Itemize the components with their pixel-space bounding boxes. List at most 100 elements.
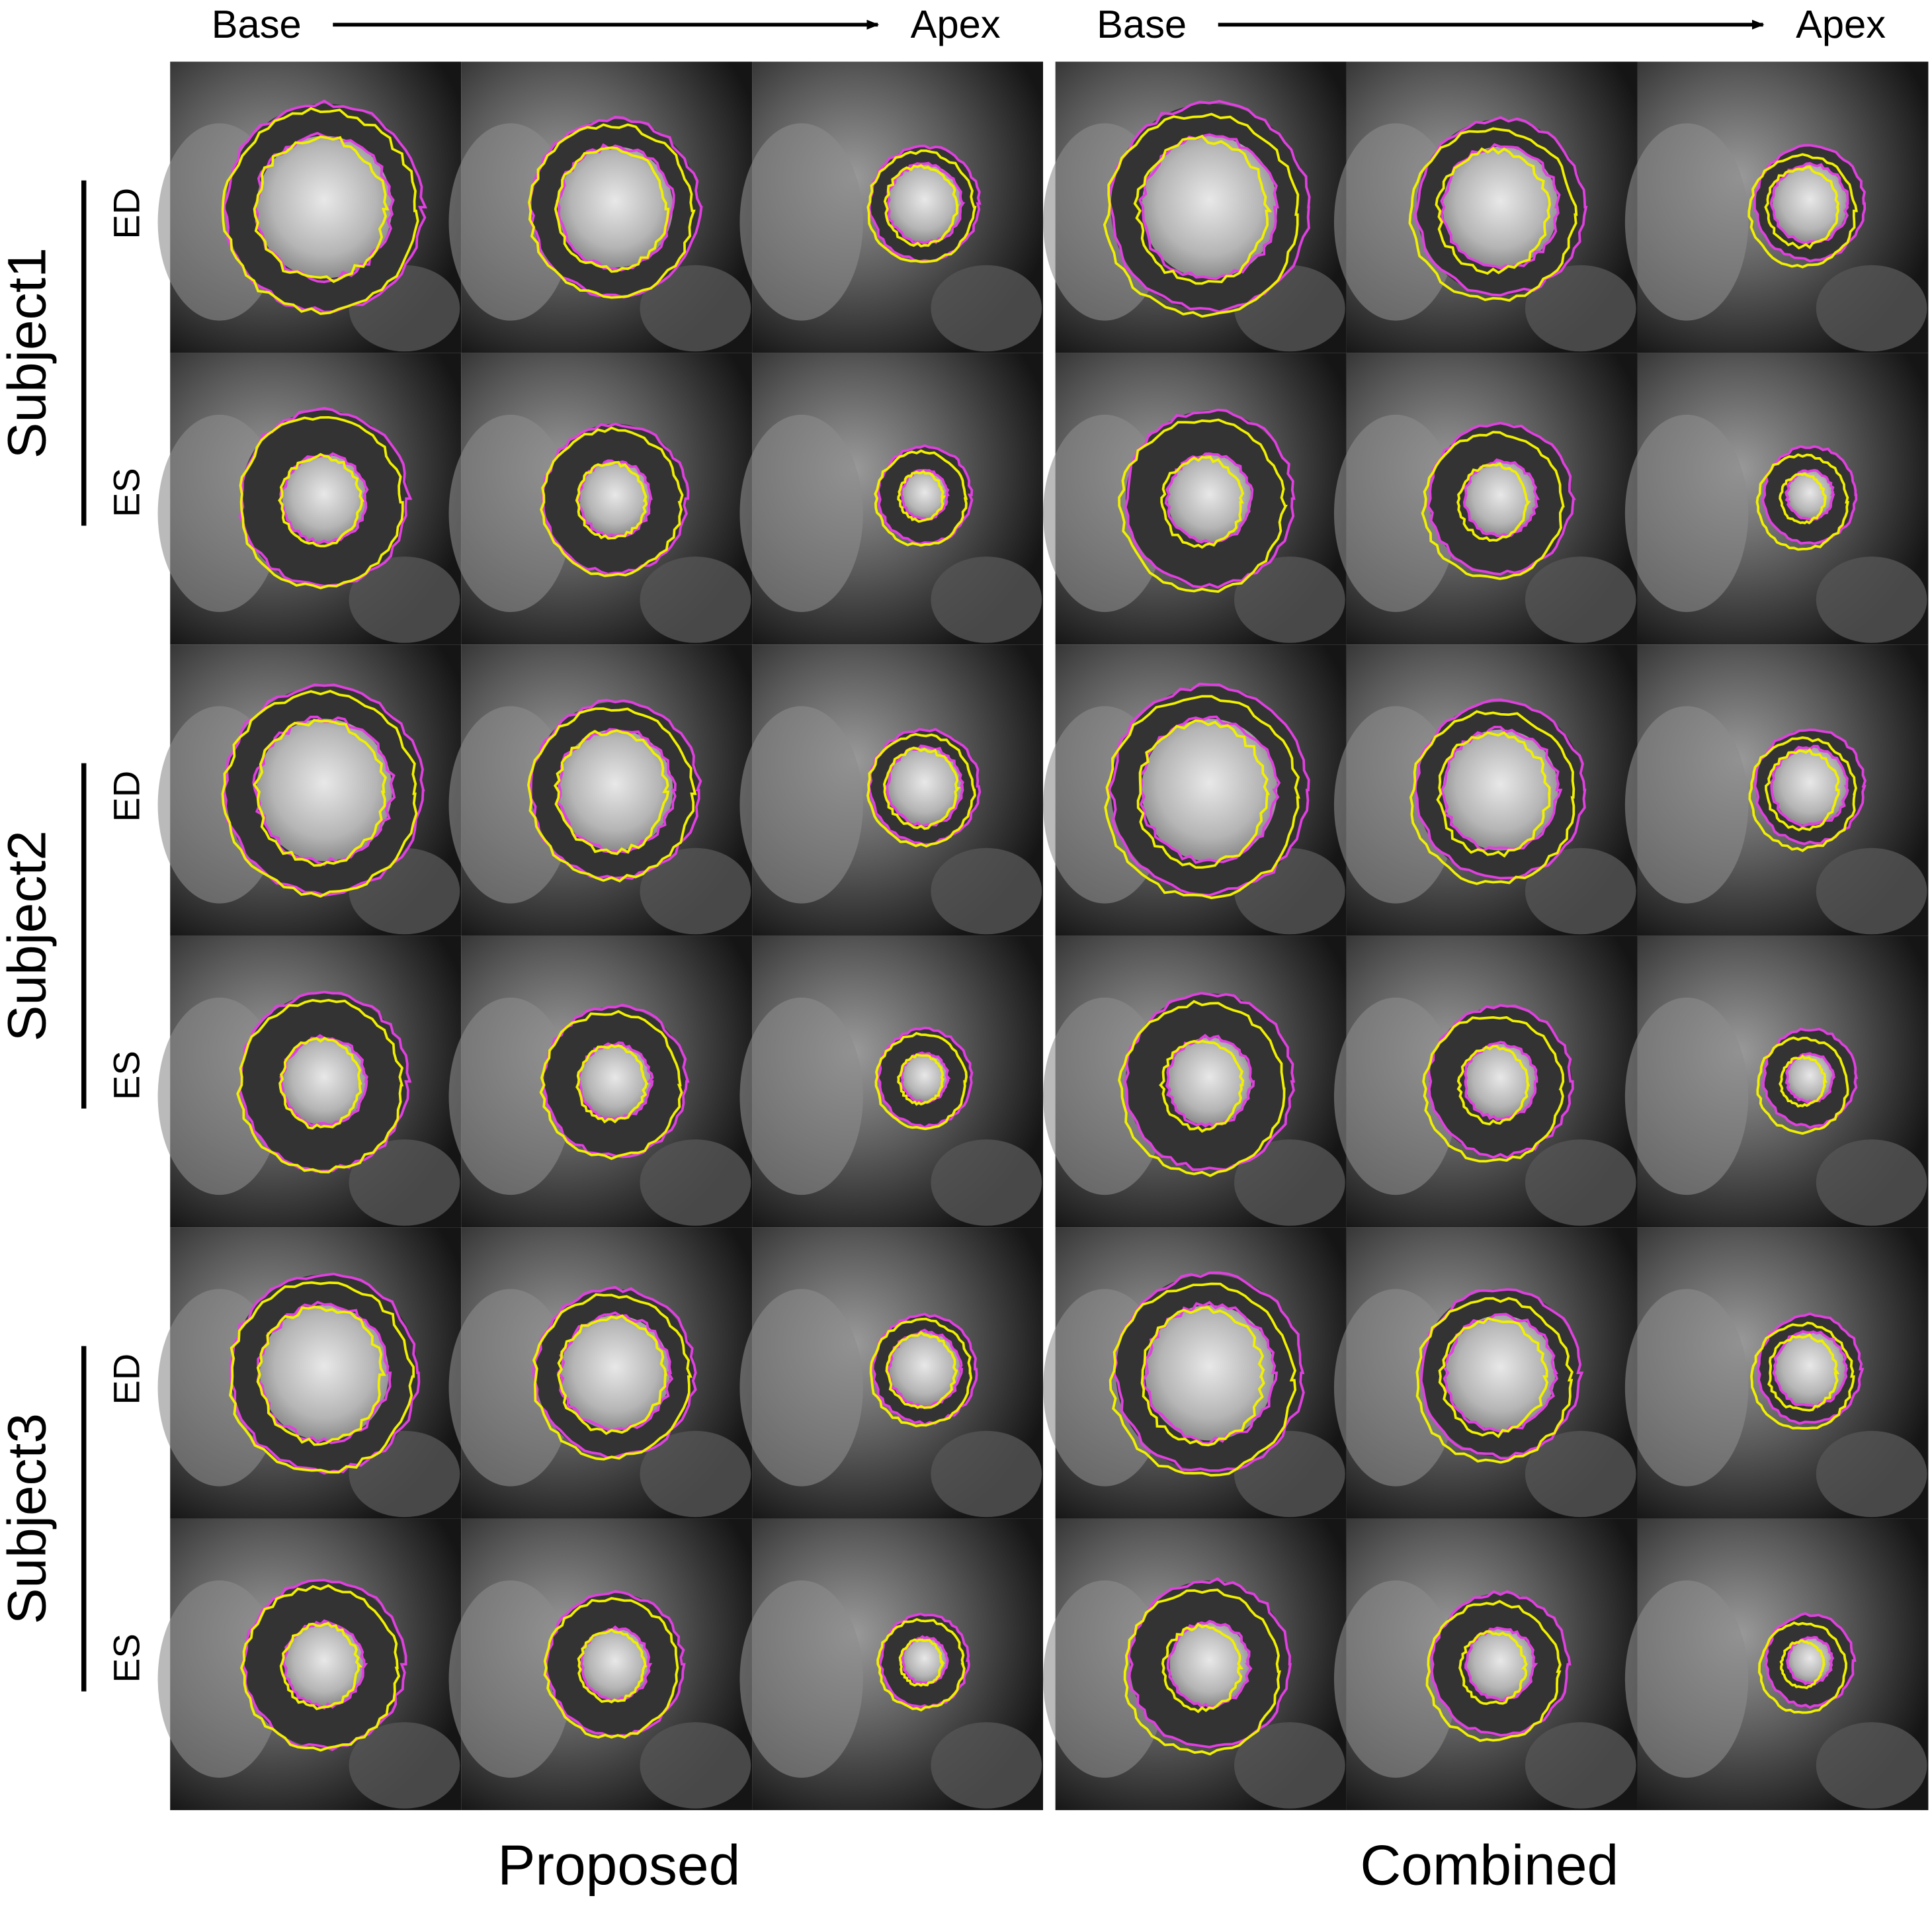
contour: [1435, 147, 1551, 275]
contour: [1123, 1588, 1281, 1756]
mri-image: [1043, 1518, 1347, 1811]
contour: [1415, 1297, 1574, 1464]
tissue: [1333, 1580, 1458, 1778]
contour: [577, 1628, 647, 1704]
contour: [1757, 1621, 1847, 1714]
blood-pool: [1445, 1315, 1556, 1431]
contour: [871, 1313, 978, 1426]
contour: [1753, 144, 1867, 263]
mri-image: [1043, 1227, 1347, 1519]
blood-pool: [579, 1044, 651, 1119]
mri-image: [1043, 935, 1347, 1228]
contour: [282, 1619, 368, 1710]
contour: [1422, 1016, 1565, 1163]
mri-image: [1624, 1227, 1929, 1519]
phase-label: ED: [105, 1354, 147, 1405]
mri-image: [157, 644, 462, 936]
blood-pool: [1167, 1037, 1252, 1126]
contour: [1427, 1004, 1574, 1160]
tissue: [349, 1139, 460, 1226]
mri-image: [1624, 935, 1929, 1228]
tissue: [349, 556, 460, 643]
contour: [1408, 127, 1578, 302]
contour: [885, 1330, 958, 1409]
tissue: [1816, 265, 1927, 352]
contour: [1462, 458, 1540, 538]
tissue: [931, 1430, 1042, 1518]
mri-image: [739, 1227, 1044, 1519]
blood-pool: [887, 747, 962, 826]
contour: [553, 729, 670, 855]
blood-pool: [1167, 455, 1252, 543]
mri-image: [448, 62, 753, 353]
contour: [253, 718, 387, 867]
tissue: [1234, 556, 1345, 643]
mri-image: [1043, 644, 1347, 936]
contour: [1464, 1626, 1538, 1702]
mri-image: [739, 935, 1044, 1228]
subject-label: Subject1: [0, 247, 57, 458]
contour: [1438, 1317, 1549, 1438]
mri-image: [157, 1227, 462, 1519]
contour: [1747, 153, 1858, 269]
mri-image: [1333, 935, 1638, 1228]
contour: [897, 470, 946, 523]
contour: [236, 998, 404, 1174]
tissue: [739, 1580, 863, 1778]
mri-image: [157, 353, 462, 645]
contour: [528, 123, 696, 299]
tissue: [739, 414, 863, 613]
contour: [883, 746, 961, 830]
mri-image: [739, 1518, 1044, 1811]
contour: [239, 415, 404, 589]
contour: [1440, 143, 1561, 270]
mri-image: [739, 353, 1044, 645]
contour: [885, 744, 964, 828]
tissue: [448, 414, 572, 613]
contour: [554, 146, 670, 273]
contour: [1772, 1330, 1849, 1409]
tissue: [1624, 997, 1749, 1195]
mri-image: [448, 1518, 753, 1811]
contour: [1779, 1639, 1826, 1690]
contour: [1160, 456, 1245, 549]
contour: [253, 135, 390, 283]
tissue: [1624, 123, 1749, 321]
contour: [556, 143, 675, 272]
contour: [1748, 736, 1857, 852]
tissue: [640, 847, 751, 935]
contour: [1755, 453, 1849, 551]
blood-pool: [1443, 146, 1558, 268]
phase-label: ES: [105, 1051, 147, 1100]
tissue: [1624, 1289, 1749, 1487]
subject-label: Subject2: [0, 830, 57, 1041]
contour: [544, 1590, 686, 1737]
contour: [575, 1044, 649, 1124]
mri-image: [1333, 353, 1638, 645]
blood-pool: [1142, 718, 1278, 861]
contour: [1138, 133, 1279, 281]
contour: [1779, 472, 1827, 525]
mri-image: [1333, 1518, 1638, 1811]
tissue: [1816, 1139, 1927, 1226]
contour: [256, 1305, 386, 1446]
contour: [278, 1036, 362, 1130]
mri-image: [739, 62, 1044, 353]
tissue: [1624, 1580, 1749, 1778]
mri-image: [157, 62, 462, 353]
tissue: [1525, 1430, 1636, 1518]
mri-image: [1043, 353, 1347, 645]
contour: [1779, 1054, 1827, 1108]
tissue: [1525, 265, 1636, 352]
phase-label: ED: [105, 771, 147, 822]
contour: [900, 468, 950, 521]
contour: [1159, 1039, 1245, 1133]
tissue: [739, 997, 863, 1195]
contour: [878, 1612, 970, 1710]
contour: [1118, 418, 1288, 593]
contour: [229, 1281, 415, 1474]
blood-pool: [256, 136, 392, 279]
contour: [527, 707, 697, 883]
mri-image: [1333, 62, 1638, 353]
contour: [1456, 1045, 1531, 1126]
